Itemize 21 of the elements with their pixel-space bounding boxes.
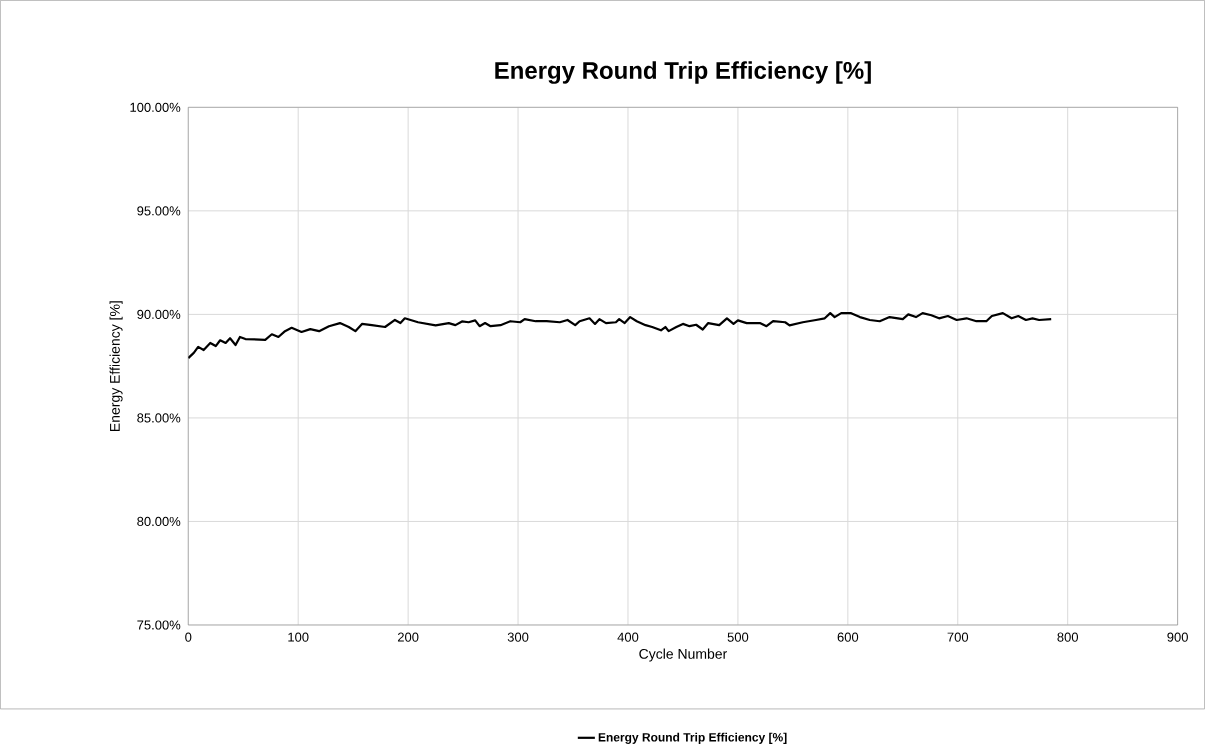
y-tick-label: 90.00% (137, 309, 181, 320)
x-tick-label: 200 (397, 632, 419, 642)
y-tick-label: 75.00% (137, 620, 181, 630)
x-tick-label: 600 (837, 632, 859, 642)
line-series (188, 312, 1053, 360)
x-tick-label: 400 (617, 632, 639, 642)
y-tick-label: 85.00% (137, 413, 181, 423)
x-tick-label: 800 (1057, 632, 1079, 642)
x-tick-label: 900 (1167, 632, 1188, 642)
legend-label: Energy Round Trip Efficiency [%] (598, 732, 787, 744)
x-axis-title: Cycle Number (639, 648, 728, 662)
chart-title: Energy Round Trip Efficiency [%] (495, 61, 871, 84)
x-tick-label: 500 (727, 632, 749, 642)
x-tick-label: 700 (947, 632, 969, 642)
y-tick-label: 100.00% (130, 102, 181, 112)
y-tick-label: 95.00% (137, 206, 181, 216)
y-tick-label: 80.00% (137, 516, 181, 527)
x-tick-label: 300 (507, 632, 529, 642)
y-axis-title: Energy Efficiency [%] (109, 301, 123, 432)
x-tick-label: 0 (185, 632, 192, 642)
x-tick-label: 100 (288, 632, 309, 642)
